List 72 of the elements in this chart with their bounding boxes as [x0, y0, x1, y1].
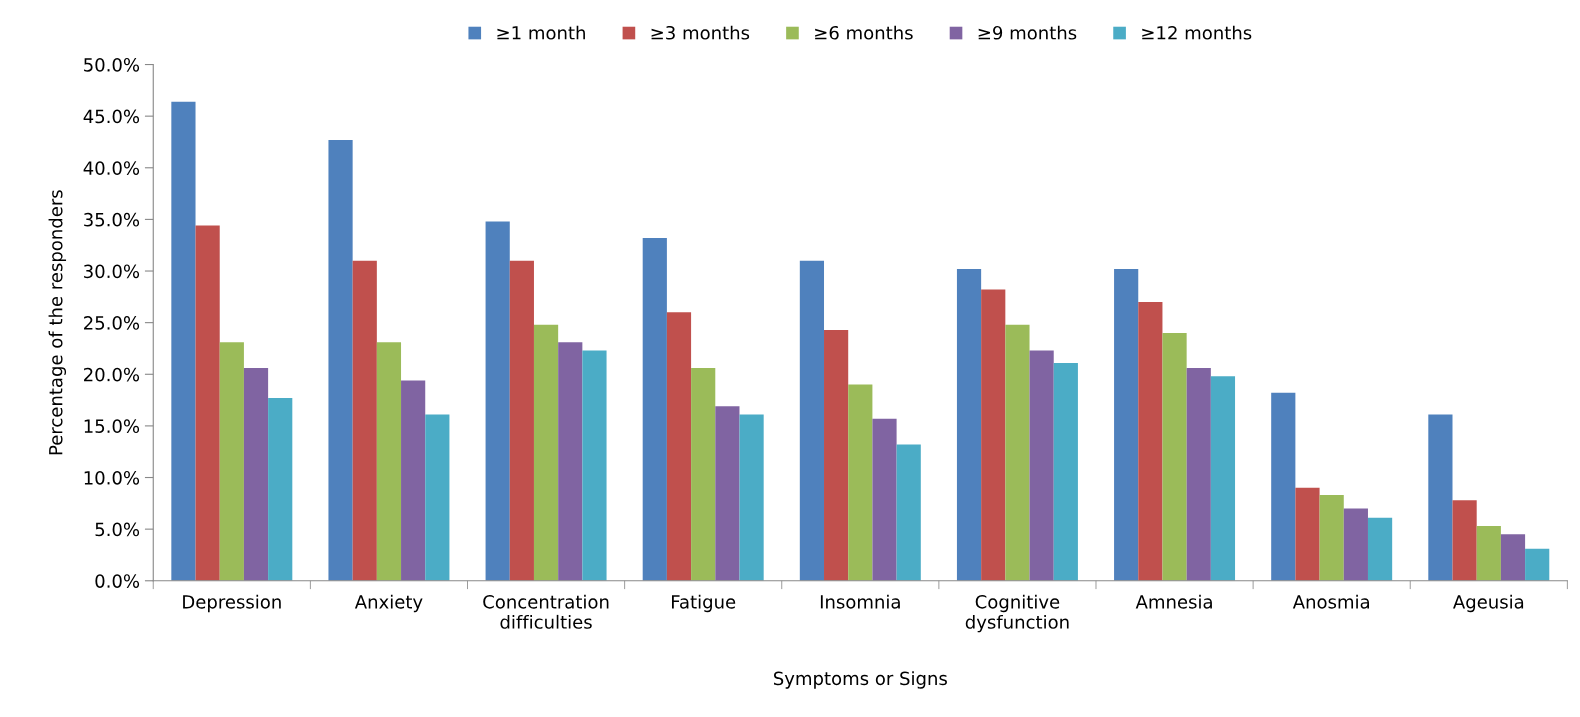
bar — [328, 139, 353, 581]
x-tick-label: Fatigue — [672, 594, 736, 613]
bar — [1138, 302, 1163, 581]
y-tick-label: 45.0% — [83, 109, 140, 124]
bar — [1452, 500, 1477, 581]
x-tick-label: Concentration difficulties — [483, 594, 609, 629]
bar — [1005, 324, 1030, 581]
y-tick-label: 50.0% — [84, 57, 140, 72]
y-tick-label: 20.0% — [84, 367, 140, 382]
bar — [1343, 508, 1368, 581]
legend-label: ≥1 month — [497, 25, 585, 40]
bar — [666, 312, 692, 581]
x-tick-label: Anosmia — [1292, 594, 1369, 609]
bar — [642, 237, 667, 581]
bar — [1319, 495, 1344, 581]
bar — [896, 444, 921, 581]
bar — [582, 350, 607, 581]
bar — [509, 260, 534, 581]
y-tick-label: 5.0% — [95, 522, 140, 537]
bar — [195, 225, 220, 581]
bar — [219, 342, 244, 581]
bar — [171, 101, 196, 581]
bar — [715, 406, 740, 581]
bar — [872, 418, 897, 581]
bar — [799, 260, 825, 581]
bar — [1210, 376, 1236, 581]
x-tick-label: Depression — [183, 594, 281, 613]
bar — [243, 368, 269, 581]
bar — [485, 221, 510, 581]
y-tick-label: 15.0% — [84, 419, 140, 434]
x-tick-label: Anxiety — [354, 594, 423, 613]
y-tick-label: 25.0% — [84, 316, 140, 330]
y-tick-label: 10.0% — [84, 470, 140, 485]
x-axis-title: Symptoms or Signs — [773, 671, 947, 689]
y-tick-label: 35.0% — [84, 212, 140, 227]
bar — [1525, 548, 1550, 581]
bar — [425, 414, 450, 581]
x-tick-label: Amnesia — [1135, 594, 1212, 609]
bar — [1029, 350, 1054, 581]
x-tick-label: Insomnia — [820, 594, 900, 609]
bar — [558, 342, 583, 581]
bar — [691, 368, 716, 581]
bar — [981, 289, 1006, 581]
bar — [1186, 368, 1211, 581]
bar — [401, 380, 426, 581]
x-tick-label: Cognitive dysfunction — [965, 594, 1069, 633]
bar — [268, 398, 293, 581]
bar — [1428, 414, 1453, 581]
bar — [956, 268, 982, 581]
legend-label: ≥12 months — [1142, 25, 1252, 40]
bar — [1271, 392, 1296, 581]
bar — [1367, 517, 1393, 581]
y-axis-title: Percentage of the responders — [48, 190, 67, 455]
bar — [1053, 362, 1078, 581]
bar — [848, 384, 873, 581]
bar — [1295, 487, 1320, 581]
bar — [739, 414, 764, 581]
y-tick-label: 30.0% — [84, 264, 140, 279]
bar — [1114, 268, 1139, 581]
legend-label: ≥3 months — [651, 25, 750, 40]
bar — [533, 324, 559, 581]
legend-label: ≥9 months — [978, 25, 1077, 40]
bar — [1162, 332, 1187, 581]
y-tick-label: 40.0% — [83, 161, 140, 175]
legend-label: ≥6 months — [815, 25, 913, 40]
bar — [376, 342, 402, 581]
bar — [352, 260, 377, 581]
x-tick-label: Ageusia — [1453, 594, 1524, 613]
y-tick-label: 0.0% — [95, 574, 140, 588]
bar — [1500, 534, 1526, 581]
bar — [1476, 526, 1501, 581]
bar — [824, 329, 849, 581]
